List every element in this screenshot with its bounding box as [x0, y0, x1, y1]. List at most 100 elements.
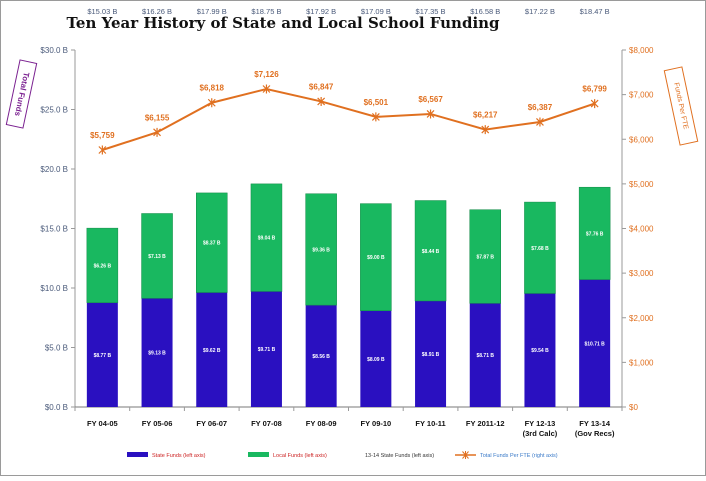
data-label-total-funds: $17.09 B [361, 7, 391, 16]
left-axis-title-frame [5, 59, 38, 129]
left-axis-tick-label: $10.0 B [40, 284, 68, 293]
bar-local-funds [524, 201, 556, 294]
bar-local-funds [414, 200, 447, 302]
bar-state-funds [579, 279, 611, 407]
data-label-local-funds: $8.37 B [203, 241, 221, 247]
data-label-state-funds: $8.71 B [476, 353, 494, 359]
data-label-funds-per-fte: $6,847 [309, 82, 334, 91]
bar-local-funds [360, 203, 392, 311]
data-label-funds-per-fte: $6,155 [145, 113, 170, 122]
bar-state-funds [305, 305, 337, 407]
bar-local-funds [305, 193, 337, 306]
bar-state-funds [141, 298, 173, 407]
data-label-total-funds: $15.03 B [87, 7, 117, 16]
data-label-state-funds: $9.13 B [148, 351, 166, 357]
marker-funds-per-fte [481, 125, 490, 135]
data-label-local-funds: $9.36 B [312, 247, 330, 253]
data-label-state-funds: $8.56 B [312, 354, 330, 360]
data-label-state-funds: $8.09 B [367, 357, 385, 363]
x-axis-category-label: FY 13-14 [579, 419, 611, 428]
data-label-total-funds: $16.26 B [142, 7, 172, 16]
bar-local-funds [86, 227, 119, 303]
right-axis-tick-label: $8,000 [629, 46, 654, 55]
right-axis-tick-label: $3,000 [629, 269, 654, 278]
marker-funds-per-fte [536, 117, 544, 127]
data-label-funds-per-fte: $5,759 [90, 131, 115, 140]
legend-label-fte: Total Funds Per FTE (right axis) [480, 453, 558, 459]
x-axis-category-label: FY 08-09 [306, 419, 337, 428]
left-axis-tick-label: $30.0 B [40, 46, 68, 55]
x-axis-category-label: (Gov Recs) [575, 429, 615, 438]
data-label-funds-per-fte: $6,217 [473, 111, 498, 120]
data-label-local-funds: $6.26 B [94, 263, 112, 269]
chart-title: Ten Year History of State and Local Scho… [66, 14, 500, 32]
bar-local-funds [196, 192, 228, 293]
right-axis-tick-label: $7,000 [629, 91, 654, 100]
data-label-funds-per-fte: $7,126 [254, 70, 279, 79]
right-axis-tick-label: $5,000 [629, 180, 654, 189]
bar-state-funds [86, 302, 118, 407]
x-axis-category-label: FY 12-13 [525, 419, 556, 428]
data-label-local-funds: $7.76 B [586, 231, 604, 237]
x-axis-category-label: FY 04-05 [87, 419, 118, 428]
x-axis-category-label: FY 09-10 [360, 419, 391, 428]
bar-local-funds [250, 183, 283, 292]
x-axis-category-label: (3rd Calc) [523, 429, 558, 438]
data-label-funds-per-fte: $6,567 [418, 95, 443, 104]
right-axis-title-frame [663, 66, 699, 146]
data-label-total-funds: $17.22 B [525, 7, 555, 16]
x-axis-category-label: FY 06-07 [196, 419, 227, 428]
data-label-funds-per-fte: $6,387 [528, 103, 553, 112]
legend-marker-fte [462, 451, 469, 459]
data-label-total-funds: $18.47 B [580, 7, 610, 16]
data-label-local-funds: $7.68 B [531, 246, 549, 252]
bar-local-funds [469, 209, 501, 304]
x-axis-category-label: FY 2011-12 [466, 419, 505, 428]
data-label-local-funds: $8.44 B [422, 249, 440, 255]
data-label-state-funds: $8.91 B [422, 352, 440, 358]
bar-state-funds [415, 300, 447, 407]
legend-label-local: Local Funds (left axis) [273, 453, 327, 459]
data-label-funds-per-fte: $6,818 [200, 84, 225, 93]
bar-state-funds [360, 310, 392, 407]
right-axis-tick-label: $0 [629, 403, 638, 412]
data-label-local-funds: $9.04 B [258, 236, 276, 242]
bar-local-funds [141, 213, 173, 299]
left-axis-tick-label: $15.0 B [40, 225, 68, 234]
data-label-state-funds: $9.62 B [203, 348, 221, 354]
bar-state-funds [196, 292, 228, 407]
x-axis-category-label: FY 07-08 [251, 419, 282, 428]
marker-funds-per-fte [426, 109, 435, 119]
legend-label-13-14-state: 13-14 State Funds (left axis) [365, 453, 434, 459]
legend-label-state: State Funds (left axis) [152, 453, 206, 459]
right-axis-tick-label: $2,000 [629, 314, 654, 323]
data-label-local-funds: $7.13 B [148, 254, 166, 260]
left-axis-tick-label: $0.0 B [45, 403, 68, 412]
left-axis-tick-label: $25.0 B [40, 106, 68, 115]
marker-funds-per-fte [153, 127, 161, 137]
data-label-total-funds: $16.58 B [470, 7, 500, 16]
legend: State Funds (left axis) Local Funds (lef… [127, 451, 558, 459]
bar-state-funds [524, 293, 556, 407]
line-funds-per-fte [102, 87, 595, 151]
data-label-funds-per-fte: $6,501 [364, 98, 389, 107]
left-axis-tick-label: $20.0 B [40, 165, 68, 174]
bar-state-funds [250, 291, 282, 407]
right-axis-tick-label: $1,000 [629, 358, 654, 367]
left-axis-tick-label: $5.0 B [45, 344, 68, 353]
data-label-total-funds: $17.35 B [416, 7, 446, 16]
data-label-funds-per-fte: $6,799 [582, 85, 607, 94]
marker-funds-per-fte [590, 99, 599, 109]
marker-funds-per-fte [98, 145, 107, 155]
x-axis-category-label: FY 10-11 [415, 419, 445, 428]
marker-funds-per-fte [207, 98, 216, 108]
data-label-local-funds: $9.00 B [367, 255, 385, 261]
right-axis-tick-label: $6,000 [629, 135, 654, 144]
legend-swatch-local [248, 452, 269, 457]
data-label-state-funds: $9.71 B [258, 347, 276, 353]
bar-local-funds [578, 186, 611, 280]
data-label-state-funds: $10.71 B [585, 341, 606, 347]
left-axis-title-box: Total Funds [5, 59, 38, 129]
